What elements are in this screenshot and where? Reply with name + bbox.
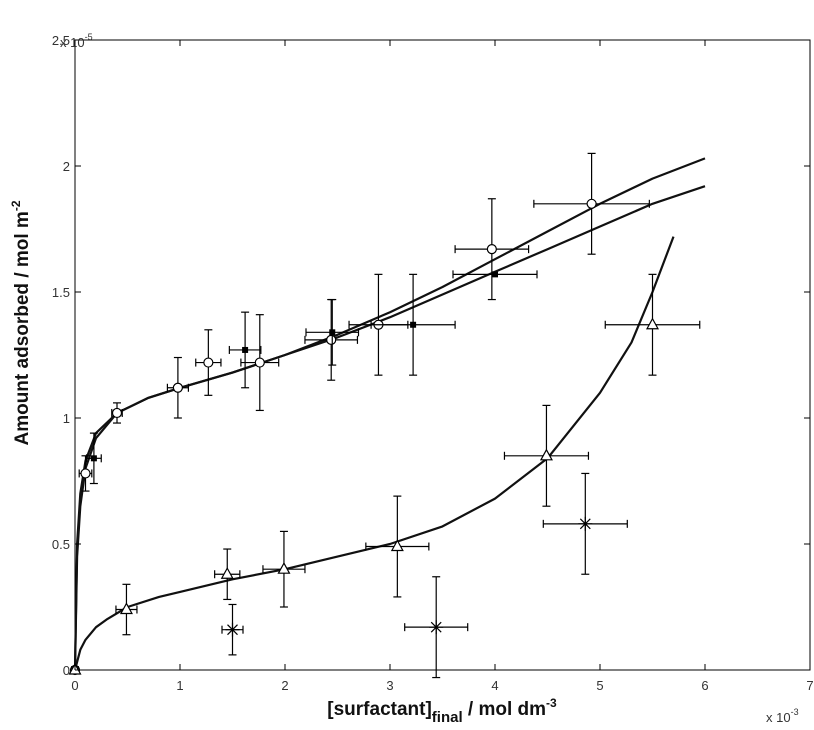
x-tick-label: 1	[176, 678, 183, 693]
data-point-circle	[195, 329, 222, 396]
star-marker-stroke	[579, 518, 591, 530]
data-point-filled-square	[452, 270, 538, 279]
data-point-circle	[166, 356, 189, 419]
x-tick-label: 4	[491, 678, 498, 693]
star-marker-stroke	[227, 624, 238, 636]
square-marker	[410, 321, 417, 328]
circle-marker	[486, 244, 497, 255]
y-multiplier: x 10-5	[60, 32, 93, 50]
data-point-triangle	[365, 495, 430, 598]
data-point-circle	[78, 455, 93, 492]
y-tick-label: 2.5	[52, 33, 70, 48]
x-tick-label: 3	[386, 678, 393, 693]
circle-marker	[254, 357, 265, 368]
data-point-star	[542, 472, 628, 575]
square-marker	[90, 455, 97, 462]
y-tick-label: 0.5	[52, 537, 70, 552]
triangle-marker	[645, 317, 660, 330]
square-marker	[242, 346, 249, 353]
x-multiplier: x 10-3	[766, 707, 799, 725]
y-tick-label: 1	[63, 411, 70, 426]
data-point-circle	[304, 298, 359, 381]
data-point-filled-square	[305, 298, 360, 366]
x-tick-label: 7	[806, 678, 813, 693]
data-point-filled-square	[85, 432, 102, 485]
data-point-triangle	[262, 530, 306, 608]
data-point-triangle	[503, 404, 590, 507]
y-tick-label: 2	[63, 159, 70, 174]
axis-ticks: 0 1 2 3 4 5 6 7 0 0.5 1 1.5 2 2.5	[52, 33, 814, 693]
circle-marker	[111, 407, 123, 419]
y-tick-label: 1.5	[52, 285, 70, 300]
x-tick-label: 2	[281, 678, 288, 693]
data-point-star	[221, 603, 244, 656]
circle-marker	[172, 382, 183, 393]
x-axis-title: [surfactant]final / mol dm-3	[327, 696, 557, 726]
data-points	[68, 152, 701, 679]
circle-marker	[80, 468, 91, 479]
circle-marker	[326, 334, 337, 345]
square-marker	[492, 271, 498, 278]
circle-marker	[586, 198, 597, 209]
data-point-triangle	[604, 273, 701, 376]
data-point-circle	[454, 198, 530, 301]
data-point-star	[404, 576, 469, 679]
data-point-circle	[240, 314, 280, 412]
data-point-filled-square	[228, 311, 262, 389]
x-tick-label: 5	[596, 678, 603, 693]
triangle-marker	[119, 602, 133, 615]
data-point-triangle	[214, 548, 241, 601]
triangle-marker	[539, 448, 553, 461]
y-axis-title: Amount adsorbed / mol m-2	[9, 200, 33, 445]
data-point-triangle	[115, 583, 138, 636]
data-point-circle	[111, 402, 123, 424]
plot-area	[74, 39, 811, 671]
x-tick-label: 0	[71, 678, 78, 693]
x-tick-label: 6	[701, 678, 708, 693]
data-point-circle	[533, 152, 650, 255]
y-tick-label: 0	[63, 663, 70, 678]
square-marker	[329, 329, 336, 336]
data-point-filled-square	[370, 273, 456, 376]
triangle-marker	[277, 561, 291, 574]
triangle-marker	[220, 566, 234, 579]
triangle-marker	[390, 539, 404, 552]
star-marker-stroke	[430, 621, 442, 633]
circle-marker	[203, 357, 214, 368]
